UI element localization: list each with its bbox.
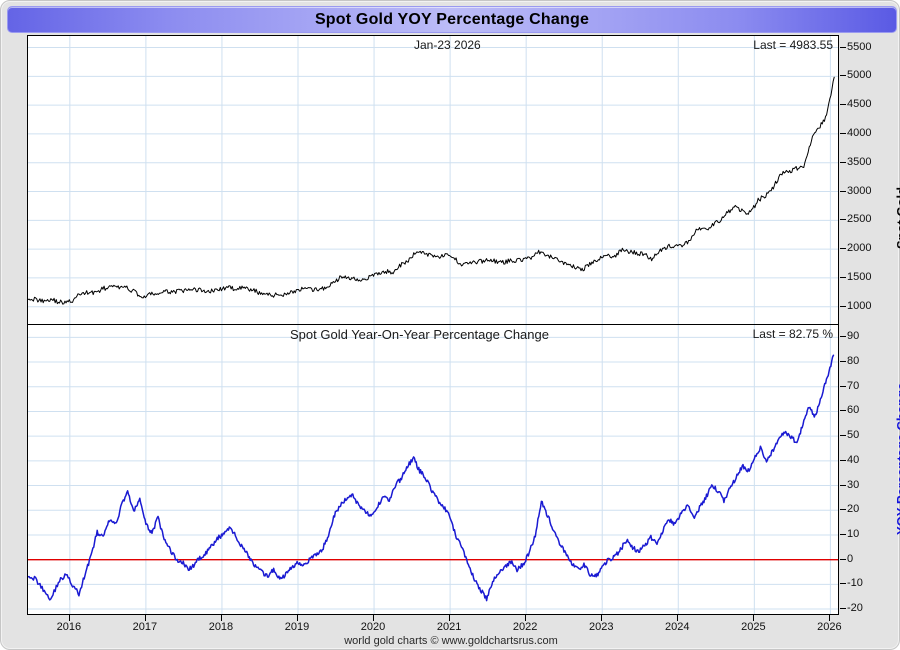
x-tick-mark [220,615,222,621]
y-tick-label: 90 [847,330,860,343]
y-tick-mark [840,533,846,535]
y-tick-label: 80 [847,355,860,368]
x-tick-mark [829,615,831,621]
x-tick-label: 2017 [132,621,158,633]
x-tick-mark [677,615,679,621]
x-tick-mark [753,615,755,621]
y-tick-label: 4500 [847,98,872,111]
y-tick-mark [840,484,846,486]
y-tick-mark [840,509,846,511]
y-tick-mark [840,583,846,585]
page-title: Spot Gold YOY Percentage Change [314,11,590,28]
x-tick-label: 2021 [436,621,462,633]
x-tick-label: 2019 [284,621,310,633]
y-tick-mark [840,248,846,250]
y-tick-label: 0 [847,552,854,565]
x-tick-label: 2020 [360,621,386,633]
price-last-label: Last = 4983.55 [753,38,833,52]
y-tick-mark [840,276,846,278]
x-tick-mark [297,615,298,621]
y-tick-label: 5500 [847,40,872,53]
x-tick-label: 2026 [817,621,842,633]
y-tick-mark [840,161,846,163]
y-tick-label: -20 [847,602,863,615]
y-tick-label: 60 [847,404,860,417]
yoy-panel: Spot Gold Year-On-Year Percentage Change… [28,325,838,614]
yoy-last-label: Last = 82.75 % [752,327,833,341]
price-panel: Jan-23 2026 Last = 4983.55 [28,36,838,325]
y-tick-mark [840,190,846,192]
x-tick-mark [68,615,70,621]
x-tick-label: 2018 [208,621,234,633]
y-tick-label: 3000 [847,184,872,197]
price-date-label: Jan-23 2026 [414,38,481,52]
y-tick-mark [840,558,846,560]
x-tick-label: 2022 [512,621,538,633]
x-tick-mark [525,615,527,621]
y-tick-mark [840,219,846,221]
x-tick-mark [601,615,603,621]
x-tick-mark [449,615,451,621]
y-tick-label: 3500 [847,155,872,168]
x-tick-label: 2023 [588,621,614,633]
yoy-axis-title: YOY Percentage Change [894,382,900,535]
y-tick-mark [840,132,846,134]
y-tick-mark [840,459,846,461]
y-tick-mark [840,361,846,363]
y-tick-label: 5000 [847,69,872,82]
y-tick-label: 30 [847,478,860,491]
y-tick-label: -10 [847,577,863,590]
y-tick-label: 10 [847,527,860,540]
y-tick-label: 2500 [847,213,872,226]
footer-attribution: world gold charts © www.goldchartsrus.co… [344,635,558,647]
y-tick-mark [840,435,846,437]
x-tick-label: 2016 [56,621,82,633]
y-tick-label: 4000 [847,126,872,139]
x-tick-label: 2025 [741,621,766,633]
x-tick-mark [373,615,375,621]
window-titlebar: Spot Gold YOY Percentage Change [7,6,897,33]
y-tick-label: 1500 [847,270,872,283]
y-tick-label: 40 [847,453,860,466]
x-tick-mark [144,615,146,621]
chart-frame: Jan-23 2026 Last = 4983.55 Spot Gold Yea… [27,35,839,615]
y-tick-mark [840,305,846,307]
y-tick-label: 50 [847,429,860,442]
y-tick-label: 70 [847,379,860,392]
y-tick-mark [840,608,846,610]
x-tick-label: 2024 [665,621,690,633]
y-tick-mark [840,410,846,412]
y-tick-label: 2000 [847,242,872,255]
y-tick-label: 1000 [847,299,872,312]
price-plot [28,36,838,324]
y-tick-mark [840,336,846,338]
yoy-plot [28,325,838,614]
y-tick-label: 20 [847,503,860,516]
y-tick-mark [840,75,846,77]
y-tick-mark [840,46,846,48]
y-tick-mark [840,104,846,106]
yoy-subtitle: Spot Gold Year-On-Year Percentage Change [290,327,549,342]
y-tick-mark [840,385,846,387]
price-axis-title: Spot Gold [894,186,900,249]
